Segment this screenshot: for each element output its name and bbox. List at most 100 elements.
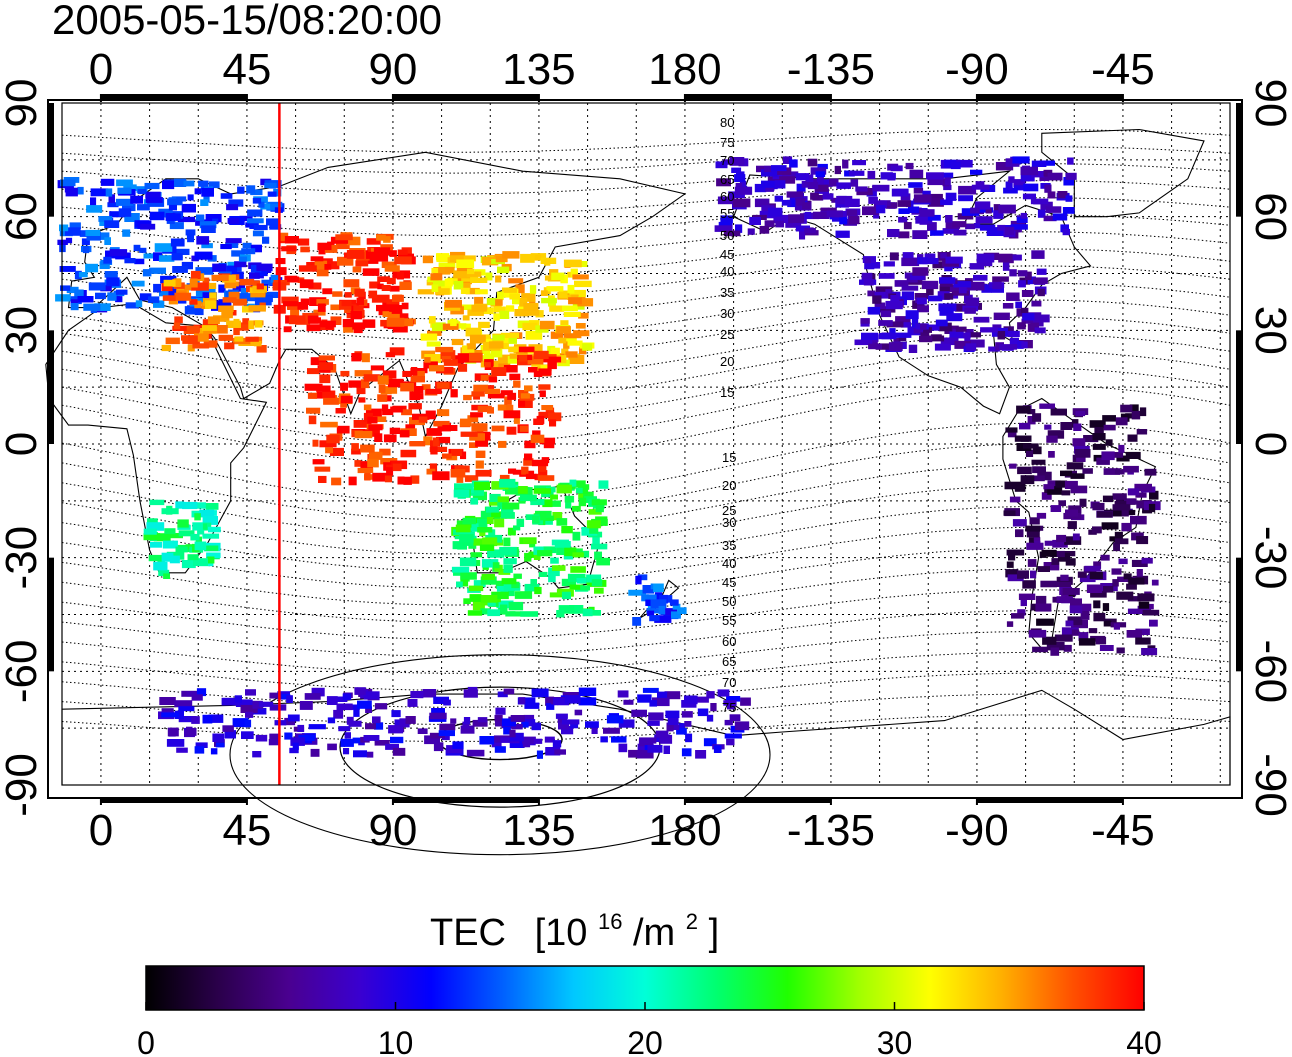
tec-cell — [153, 533, 171, 542]
tec-cell — [724, 733, 742, 739]
tec-cell — [426, 468, 436, 475]
bottom-lon-tick-label: -135 — [787, 806, 875, 855]
tec-cell — [1030, 570, 1037, 579]
tec-cell — [173, 322, 181, 330]
tec-cell — [418, 416, 428, 423]
tec-cell — [227, 218, 240, 224]
tec-cell — [935, 319, 948, 327]
tec-cell — [256, 345, 267, 353]
tec-cell — [161, 552, 174, 562]
tec-cell — [494, 714, 503, 722]
tec-cell — [222, 274, 236, 283]
maglat-contour — [61, 350, 1231, 424]
tec-cell — [729, 714, 741, 722]
tec-cell — [1035, 603, 1052, 612]
tec-cell — [163, 279, 176, 287]
tec-cell — [469, 594, 482, 602]
tec-cell — [539, 390, 546, 398]
tec-cell — [460, 451, 467, 460]
tec-cell — [654, 615, 672, 623]
tec-cell — [1113, 623, 1120, 630]
tec-cell — [237, 186, 245, 194]
timestamp-title: 2005-05-15/08:20:00 — [52, 0, 442, 43]
tec-cell — [1009, 337, 1019, 347]
tec-cell — [893, 332, 912, 338]
tec-cell — [563, 333, 577, 339]
tec-cell — [208, 714, 224, 723]
tec-cell — [506, 404, 514, 412]
tec-cell — [497, 404, 508, 411]
tec-cell — [466, 488, 484, 496]
tec-cell — [1058, 553, 1071, 562]
tec-cell — [361, 353, 370, 363]
maglat-label: 55 — [722, 613, 736, 628]
tec-cell — [442, 425, 458, 431]
tec-cell — [720, 215, 733, 224]
tec-cell — [1069, 605, 1083, 614]
tec-cell — [734, 186, 753, 195]
tec-cell — [463, 598, 471, 604]
tec-cell — [247, 218, 264, 224]
tec-cell — [856, 188, 873, 196]
tec-cell — [572, 531, 581, 541]
tec-cell — [717, 689, 730, 697]
tec-cell — [391, 710, 401, 718]
maglat-label: 25 — [722, 503, 736, 518]
tec-cell — [348, 720, 362, 727]
tec-cell — [314, 260, 328, 270]
tec-cell — [1004, 481, 1022, 490]
tec-cell — [86, 231, 101, 241]
tec-cell — [774, 195, 783, 202]
tec-cell — [425, 410, 436, 420]
tec-cell — [164, 528, 176, 535]
tec-cell — [852, 160, 866, 166]
tec-cell — [420, 333, 438, 341]
maglat-label: 15 — [722, 450, 736, 465]
tec-cell — [1044, 184, 1052, 193]
tec-cell — [539, 320, 555, 330]
tec-cell — [253, 340, 262, 347]
tec-cell — [568, 355, 585, 364]
tec-cell — [957, 213, 974, 220]
tec-cell — [377, 276, 390, 282]
tec-cell — [353, 420, 372, 428]
tec-cell — [355, 260, 369, 267]
tec-cell — [465, 287, 480, 295]
tec-cell — [472, 601, 485, 611]
tec-cell — [986, 227, 1005, 236]
tec-cell — [194, 300, 202, 309]
tec-cell — [890, 295, 900, 302]
tec-cell — [508, 278, 524, 284]
tec-cell — [175, 546, 188, 553]
tec-cell — [429, 463, 438, 473]
tec-cell — [1020, 307, 1029, 313]
tec-cell — [518, 398, 526, 407]
tec-cell — [444, 266, 455, 274]
tec-cell — [816, 179, 833, 187]
tec-cell — [927, 222, 937, 231]
tec-cell — [913, 328, 925, 334]
tec-cell — [1016, 216, 1028, 223]
tec-cell — [578, 497, 587, 507]
tec-cell — [453, 281, 464, 290]
tec-cell — [405, 424, 416, 430]
tec-cell — [618, 719, 635, 728]
tec-cell — [631, 709, 647, 717]
tec-cell — [432, 471, 450, 481]
tec-cell — [467, 610, 483, 616]
tec-cell — [484, 362, 491, 368]
tec-cell — [1127, 608, 1146, 614]
tec-cell — [556, 610, 565, 618]
tec-cell — [392, 294, 404, 302]
tec-cell — [761, 169, 779, 177]
tec-cell — [1006, 549, 1025, 556]
tec-cell — [488, 500, 505, 506]
tec-cell — [222, 725, 234, 732]
tec-cell — [968, 281, 985, 291]
tec-cell — [99, 261, 110, 269]
tec-cell — [655, 592, 663, 601]
tec-cell — [617, 690, 629, 698]
tec-cell — [1142, 609, 1160, 616]
tec-cell — [1118, 558, 1128, 565]
tec-cell — [204, 545, 219, 551]
